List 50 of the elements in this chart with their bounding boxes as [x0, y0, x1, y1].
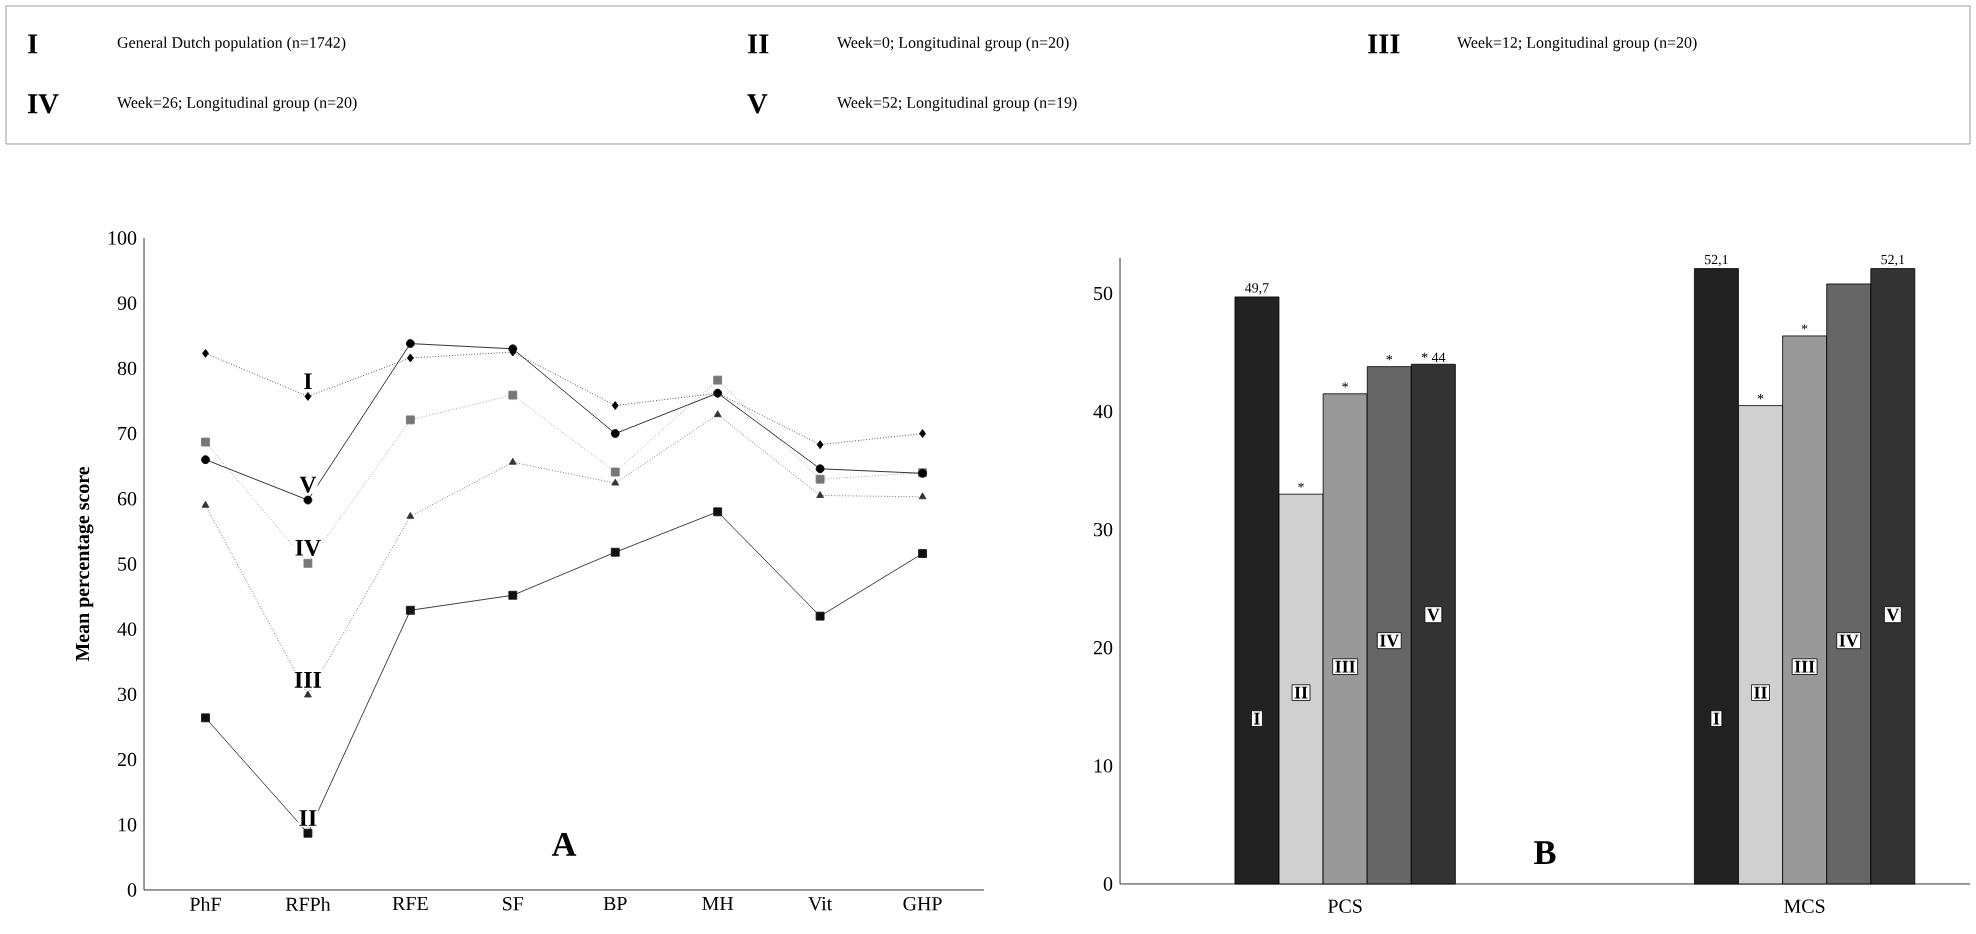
text: A: [551, 832, 577, 856]
y-tick-label: 90: [117, 296, 137, 310]
text: III: [1368, 34, 1400, 54]
text: V: [1886, 608, 1900, 621]
series-label: III: [1794, 660, 1815, 673]
text: IV: [28, 94, 59, 114]
y-tick-label: 50: [118, 557, 137, 571]
y-tick-label: 0: [127, 883, 137, 897]
series-label: V: [1427, 608, 1440, 621]
y-tick-label: 40: [117, 622, 137, 636]
text: I: [28, 34, 38, 54]
text: B: [1534, 841, 1556, 864]
x-tick-label: MH: [702, 896, 734, 911]
x-tick-label: SF: [503, 897, 524, 911]
text: IV: [1839, 634, 1859, 647]
series-label: II: [299, 810, 317, 826]
y-tick-label: 60: [117, 492, 137, 506]
y-tick-label: 10: [1094, 759, 1113, 773]
series-label: IV: [295, 539, 321, 556]
text: I: [1713, 712, 1720, 725]
y-tick-label: 50: [1094, 286, 1113, 301]
series-label: V: [299, 476, 317, 493]
y-axis-title: Mean percentage score: [75, 466, 94, 662]
y-tick-label: 100: [108, 231, 137, 245]
x-tick-label: RFE: [392, 896, 428, 911]
y-tick-label: 30: [118, 687, 137, 702]
x-tick-label: GHP: [903, 897, 942, 911]
series-label: IV: [1379, 634, 1400, 647]
y-tick-label: 40: [1093, 404, 1113, 419]
x-tick-label: MCS: [1784, 899, 1825, 913]
y-tick-label: 20: [117, 752, 137, 767]
y-tick-label: 20: [1093, 641, 1113, 655]
x-tick-label: RFPh: [285, 896, 331, 911]
text: III: [1335, 660, 1356, 673]
x-tick-label: BP: [603, 896, 627, 911]
series-label: I: [304, 373, 312, 390]
x-tick-label: Vit: [808, 897, 833, 911]
text: V: [747, 94, 768, 114]
y-tick-label: 30: [1094, 522, 1113, 537]
text: II: [1294, 686, 1308, 699]
x-tick-label: PCS: [1327, 899, 1362, 913]
series-label: III: [294, 671, 322, 688]
series-label: II: [1754, 686, 1767, 699]
text: II: [748, 34, 769, 54]
y-tick-label: 0: [1103, 877, 1113, 891]
y-tick-label: 70: [118, 426, 137, 441]
y-tick-label: 10: [118, 818, 137, 832]
y-tick-label: 80: [117, 361, 137, 376]
series-label: I: [1254, 712, 1260, 725]
x-tick-label: PhF: [189, 896, 221, 911]
